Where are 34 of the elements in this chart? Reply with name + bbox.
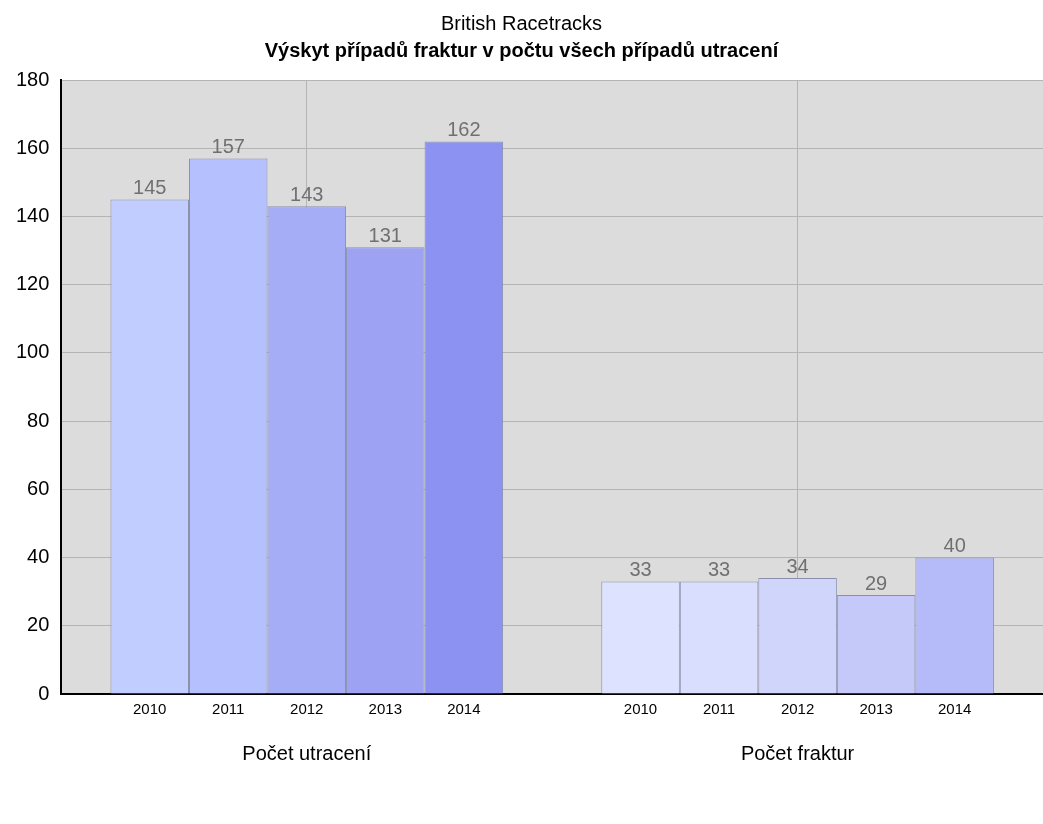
x-tick-label: Počet utracení	[242, 741, 372, 764]
data-label: 33	[629, 557, 652, 580]
text: 2012	[780, 699, 815, 717]
y-tick-label: 160	[15, 135, 50, 158]
y-tick-label: 120	[15, 272, 50, 295]
series-label: 2013	[368, 699, 402, 717]
chart-subtitle: British Racetracks	[440, 12, 603, 34]
y-tick-label: 140	[15, 203, 50, 226]
series-label: 2014	[447, 699, 481, 717]
chart-title: Výskyt případů fraktur v počtu všech případů utracení	[264, 39, 780, 61]
y-tick-label: 20	[27, 613, 50, 636]
y-tick-label: 40	[27, 545, 50, 568]
series-label: 2011	[212, 699, 245, 717]
y-tick-label: 80	[27, 408, 50, 431]
series-label: 2010	[133, 699, 167, 717]
y-tick-label: 100	[15, 340, 50, 363]
data-label: 143	[290, 182, 324, 205]
data-label: 162	[447, 117, 481, 140]
series-label: 2012	[290, 699, 324, 717]
text: 2013	[859, 699, 893, 717]
data-label: 145	[133, 175, 167, 198]
y-tick-label: 180	[15, 67, 50, 90]
y-tick-label: 0	[38, 681, 50, 704]
data-label: 29	[865, 571, 888, 594]
x-tick-label: Počet fraktur	[740, 741, 855, 764]
data-label: 131	[368, 223, 402, 246]
data-label: 34	[786, 554, 809, 577]
data-label: 33	[707, 557, 731, 580]
y-tick-label: 60	[27, 476, 50, 499]
data-label: 40	[943, 534, 966, 557]
text: 2014	[937, 699, 972, 717]
text: 2011	[702, 699, 736, 717]
data-label: 157	[211, 134, 245, 157]
text: 2010	[623, 699, 658, 717]
